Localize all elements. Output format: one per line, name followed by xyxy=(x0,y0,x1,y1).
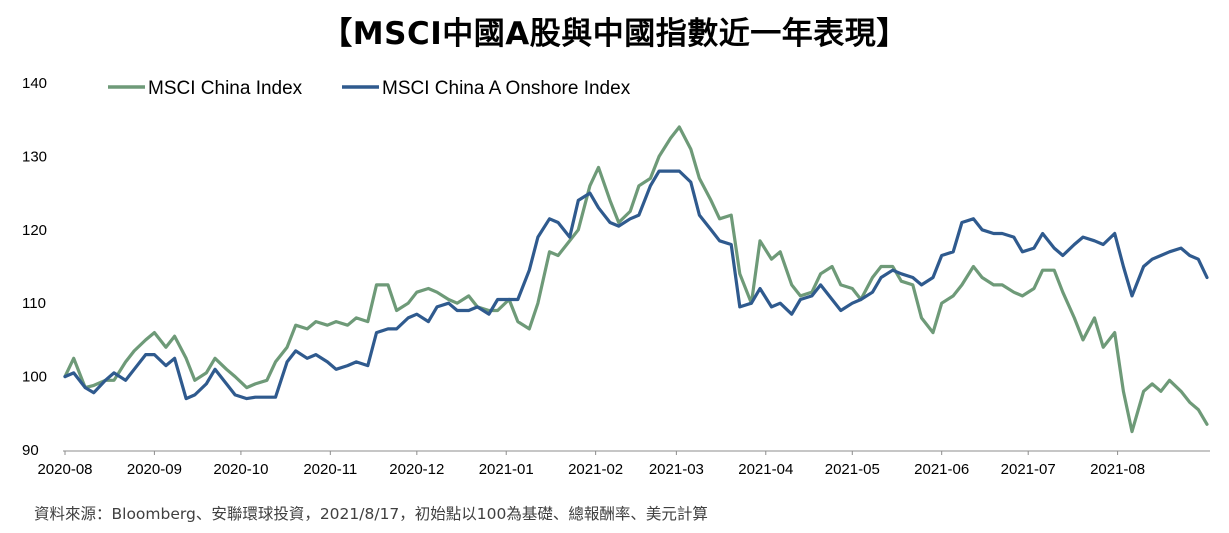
y-tick-label: 110 xyxy=(22,295,46,312)
x-tick-label: 2021-06 xyxy=(914,461,969,478)
chart-title: 【MSCI中國A股與中國指數近一年表現】 xyxy=(321,16,908,52)
x-tick-label: 2020-09 xyxy=(127,461,182,478)
y-axis-ticks: 90 100 110 120 130 140 xyxy=(22,75,47,459)
series-lines xyxy=(63,125,1209,434)
x-tick-label: 2021-04 xyxy=(738,461,793,478)
x-tick-label: 2021-03 xyxy=(649,461,704,478)
y-tick-label: 140 xyxy=(22,75,47,92)
legend-label: MSCI China A Onshore Index xyxy=(382,78,631,99)
y-tick-label: 130 xyxy=(22,148,47,165)
x-tick-label: 2021-05 xyxy=(825,461,880,478)
legend: MSCI China Index MSCI China A Onshore Ind… xyxy=(108,78,631,99)
x-tick-label: 2021-07 xyxy=(1001,461,1056,478)
legend-label: MSCI China Index xyxy=(148,78,303,99)
series-line-msci-china xyxy=(63,125,1209,434)
y-tick-label: 90 xyxy=(22,442,39,459)
source-note: 資料來源：Bloomberg、安聯環球投資，2021/8/17，初始點以100為… xyxy=(34,505,708,523)
x-axis-ticks: 2020-08 2020-09 2020-10 2020-11 2020-12 2021-… xyxy=(37,451,1145,478)
x-tick-label: 2021-08 xyxy=(1090,461,1145,478)
y-tick-label: 120 xyxy=(22,222,47,239)
x-tick-label: 2020-08 xyxy=(37,461,92,478)
y-tick-label: 100 xyxy=(22,369,47,386)
series-line-msci-china-a-onshore xyxy=(63,169,1209,401)
x-tick-label: 2021-01 xyxy=(479,461,534,478)
x-tick-label: 2021-02 xyxy=(568,461,623,478)
x-tick-label: 2020-11 xyxy=(303,461,357,478)
x-tick-label: 2020-10 xyxy=(213,461,268,478)
x-tick-label: 2020-12 xyxy=(389,461,444,478)
